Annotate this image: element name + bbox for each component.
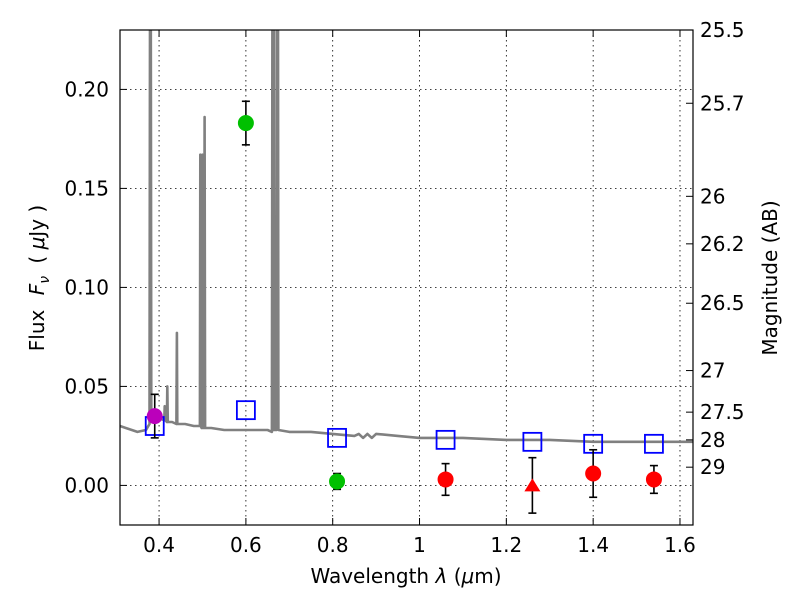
nir-detections-point bbox=[437, 471, 454, 488]
y2-tick-label: 25.5 bbox=[700, 18, 745, 42]
u-band-point bbox=[146, 408, 163, 425]
y-tick-label: 0.20 bbox=[64, 77, 109, 101]
y2-tick-label: 28 bbox=[700, 428, 725, 452]
x-tick-label: 1.2 bbox=[490, 533, 522, 557]
x-tick-label: 0.4 bbox=[143, 533, 175, 557]
y-label-close: ) bbox=[25, 205, 49, 213]
data-points bbox=[144, 100, 664, 514]
plot-frame bbox=[119, 29, 694, 526]
y2-axis-label: Magnitude (AB) bbox=[758, 200, 782, 355]
y-label-nu: ν bbox=[37, 276, 53, 284]
y-label-unit: Jy bbox=[25, 219, 49, 239]
model-synthetic-point bbox=[235, 400, 256, 421]
x-tick-label: 1.6 bbox=[664, 533, 696, 557]
template-spectrum bbox=[120, 30, 693, 444]
y2-tick-label: 25.7 bbox=[700, 91, 745, 115]
x-label-open: ( bbox=[454, 564, 462, 588]
y-label-word: Flux bbox=[25, 309, 49, 351]
y-label-mu: μ bbox=[25, 237, 49, 251]
ground-optical-point bbox=[237, 115, 254, 132]
x-tick-label: 1 bbox=[413, 533, 426, 557]
y2-tick-label: 26.5 bbox=[700, 291, 745, 315]
spectrum-layer bbox=[120, 30, 693, 444]
model-synthetic-point bbox=[522, 431, 543, 452]
nir-upper-limit-point bbox=[524, 478, 541, 492]
x-tick-label: 0.8 bbox=[317, 533, 349, 557]
y2-tick-label: 27.5 bbox=[700, 400, 745, 424]
y-tick-label: 0.05 bbox=[64, 374, 109, 398]
y2-tick-label: 27 bbox=[700, 359, 725, 383]
model-synthetic-point bbox=[435, 429, 456, 450]
ground-optical-point bbox=[329, 473, 346, 490]
nir-detections-point bbox=[585, 465, 602, 482]
x-label-lambda: λ bbox=[434, 564, 447, 588]
ticks: 0.4 0.6 0.8 1 1.2 1.4 1.6 0.00 0.05 0.10 0.15 0.20 2… bbox=[64, 18, 744, 557]
model-synthetic-point bbox=[327, 427, 347, 448]
x-tick-label: 1.4 bbox=[577, 533, 609, 557]
grid bbox=[120, 30, 693, 525]
model-synthetic-point bbox=[644, 433, 664, 454]
y-tick-label: 0.10 bbox=[64, 275, 109, 299]
y-tick-label: 0.00 bbox=[64, 473, 109, 497]
nir-detections-point bbox=[645, 471, 662, 488]
y-tick-label: 0.15 bbox=[64, 176, 109, 200]
y-label-open: ( bbox=[25, 256, 49, 264]
y-axis-label: Flux Fν ( μJy ) bbox=[25, 205, 54, 351]
x-label-word: Wavelength bbox=[310, 564, 429, 588]
x-label-unit: m) bbox=[474, 564, 501, 588]
x-label-mu: μ bbox=[461, 564, 475, 588]
x-axis-label: Wavelength λ (μm) bbox=[310, 564, 501, 588]
x-tick-label: 0.6 bbox=[230, 533, 262, 557]
y2-tick-label: 26.2 bbox=[700, 232, 745, 256]
y2-tick-label: 26 bbox=[700, 184, 725, 208]
y-label-F: F bbox=[25, 283, 49, 295]
y2-tick-label: 29 bbox=[700, 455, 725, 479]
